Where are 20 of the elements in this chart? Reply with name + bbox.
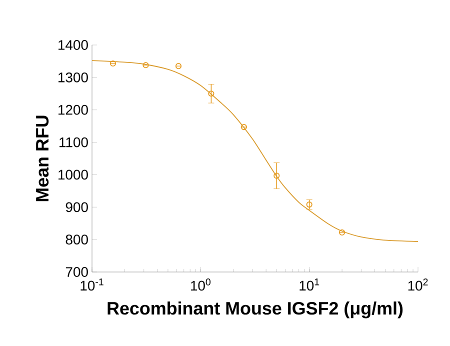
point <box>175 63 182 70</box>
y-tick-label: 1100 <box>60 137 88 148</box>
y-tick-label: 900 <box>66 202 88 212</box>
x-tick-label: 10$^{2}$ <box>408 278 428 291</box>
y-tick-label: 1000 <box>58 170 88 180</box>
point <box>110 60 116 67</box>
point <box>306 202 312 208</box>
y-axis-title: Mean RFU <box>36 116 49 202</box>
x-tick-label: 10$^{1}$ <box>300 278 320 291</box>
y-tick-label: 800 <box>66 234 88 245</box>
x-tick-label: 10$^{-1}$ <box>80 278 104 291</box>
y-tick-label: 1300 <box>58 72 88 82</box>
x-tick-label: 10$^{0}$ <box>191 278 211 291</box>
x-axis-title: Recombinant Mouse IGSF2 (μg/ml) <box>108 302 403 318</box>
point <box>339 229 346 236</box>
point <box>142 62 149 68</box>
y-tick-label: 700 <box>66 267 88 277</box>
y-tick-label: 1400 <box>58 40 88 50</box>
y-tick-label: 1200 <box>58 104 88 115</box>
point <box>240 124 247 130</box>
